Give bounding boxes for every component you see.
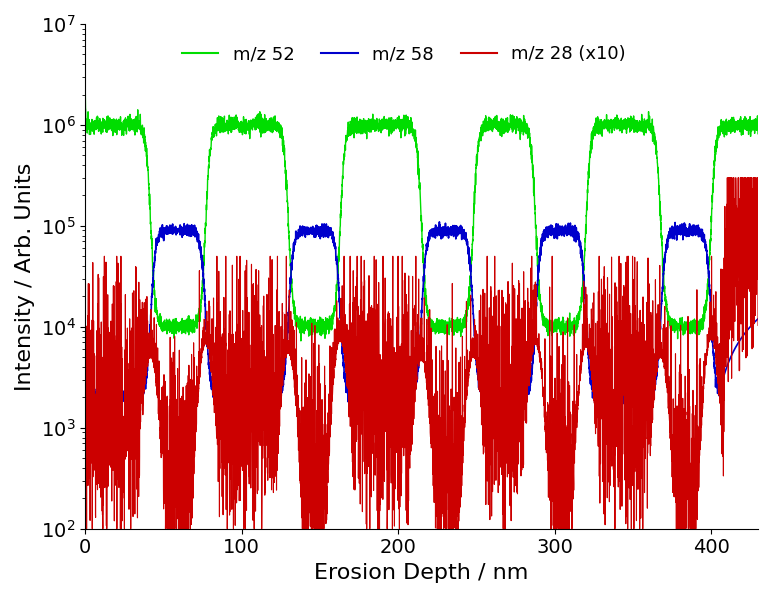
m/z 28 (x10) [203,334,212,341]
m/z 28 (x10) [484,426,493,433]
Line: m/z 58: m/z 58 [85,222,758,408]
m/z 28 (x10) [754,322,763,329]
m/z 58 [375,404,384,411]
m/z 52 [80,82,90,89]
Y-axis label: Intensity / Arb. Units: Intensity / Arb. Units [15,162,35,390]
m/z 28 (x10) [81,525,90,532]
m/z 52 [634,125,643,132]
m/z 28 (x10) [80,267,90,274]
m/z 58 [583,337,592,344]
m/z 52 [296,337,305,344]
m/z 52 [338,178,347,185]
m/z 58 [485,397,494,404]
Line: m/z 52: m/z 52 [85,86,758,341]
m/z 58 [519,388,528,395]
m/z 58 [80,393,90,400]
Line: m/z 28 (x10): m/z 28 (x10) [85,178,758,529]
m/z 52 [754,130,763,138]
m/z 52 [484,114,493,121]
m/z 28 (x10) [634,407,643,414]
m/z 58 [634,393,643,400]
m/z 28 (x10) [583,332,592,339]
m/z 58 [434,218,444,225]
m/z 52 [583,196,592,203]
m/z 52 [518,123,527,130]
X-axis label: Erosion Depth / nm: Erosion Depth / nm [315,563,529,583]
m/z 58 [338,350,347,358]
m/z 28 (x10) [338,335,347,342]
m/z 58 [754,315,763,322]
m/z 28 (x10) [518,350,527,358]
m/z 52 [203,192,212,199]
m/z 28 (x10) [723,174,732,181]
m/z 58 [203,336,212,343]
Legend: m/z 52, m/z 58, m/z 28 (x10): m/z 52, m/z 58, m/z 28 (x10) [175,38,633,71]
